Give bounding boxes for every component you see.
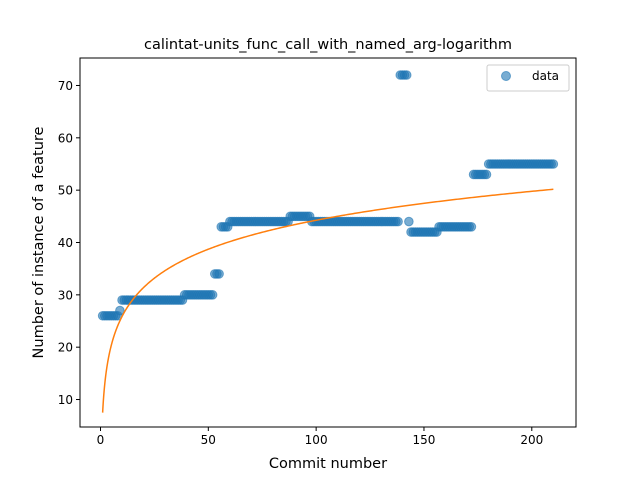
data-point bbox=[548, 159, 559, 169]
x-tick-label: 0 bbox=[97, 433, 105, 447]
plot-area bbox=[80, 58, 576, 427]
y-tick-label: 60 bbox=[58, 131, 73, 145]
y-axis-label: Number of instance of a feature bbox=[31, 126, 47, 358]
legend-marker-data bbox=[501, 71, 511, 81]
x-tick-label: 200 bbox=[520, 433, 543, 447]
x-tick-label: 150 bbox=[413, 433, 436, 447]
scatter-points bbox=[97, 70, 559, 321]
data-point bbox=[207, 290, 218, 300]
y-axis-ticks: 10 20 30 40 50 60 70 bbox=[58, 79, 80, 407]
x-tick-label: 100 bbox=[305, 433, 328, 447]
data-point bbox=[404, 216, 414, 227]
x-axis-ticks: 0 50 100 150 200 bbox=[97, 427, 543, 447]
data-point bbox=[393, 216, 403, 227]
x-tick-label: 50 bbox=[201, 433, 216, 447]
legend: data bbox=[486, 64, 570, 92]
chart-title: calintat-units_func_call_with_named_arg-… bbox=[144, 37, 512, 53]
legend-label-data: data bbox=[532, 69, 559, 83]
y-tick-label: 30 bbox=[58, 288, 73, 302]
fit-line bbox=[101, 188, 554, 413]
y-tick-label: 50 bbox=[58, 184, 73, 198]
data-point bbox=[481, 169, 492, 180]
x-axis-label: Commit number bbox=[269, 456, 387, 472]
data-point bbox=[214, 269, 224, 279]
data-point bbox=[115, 305, 125, 316]
y-tick-label: 70 bbox=[58, 79, 73, 93]
data-point bbox=[466, 222, 477, 232]
data-point bbox=[401, 70, 412, 80]
y-tick-label: 40 bbox=[58, 236, 73, 250]
y-tick-label: 20 bbox=[58, 341, 73, 355]
y-tick-label: 10 bbox=[58, 393, 73, 407]
